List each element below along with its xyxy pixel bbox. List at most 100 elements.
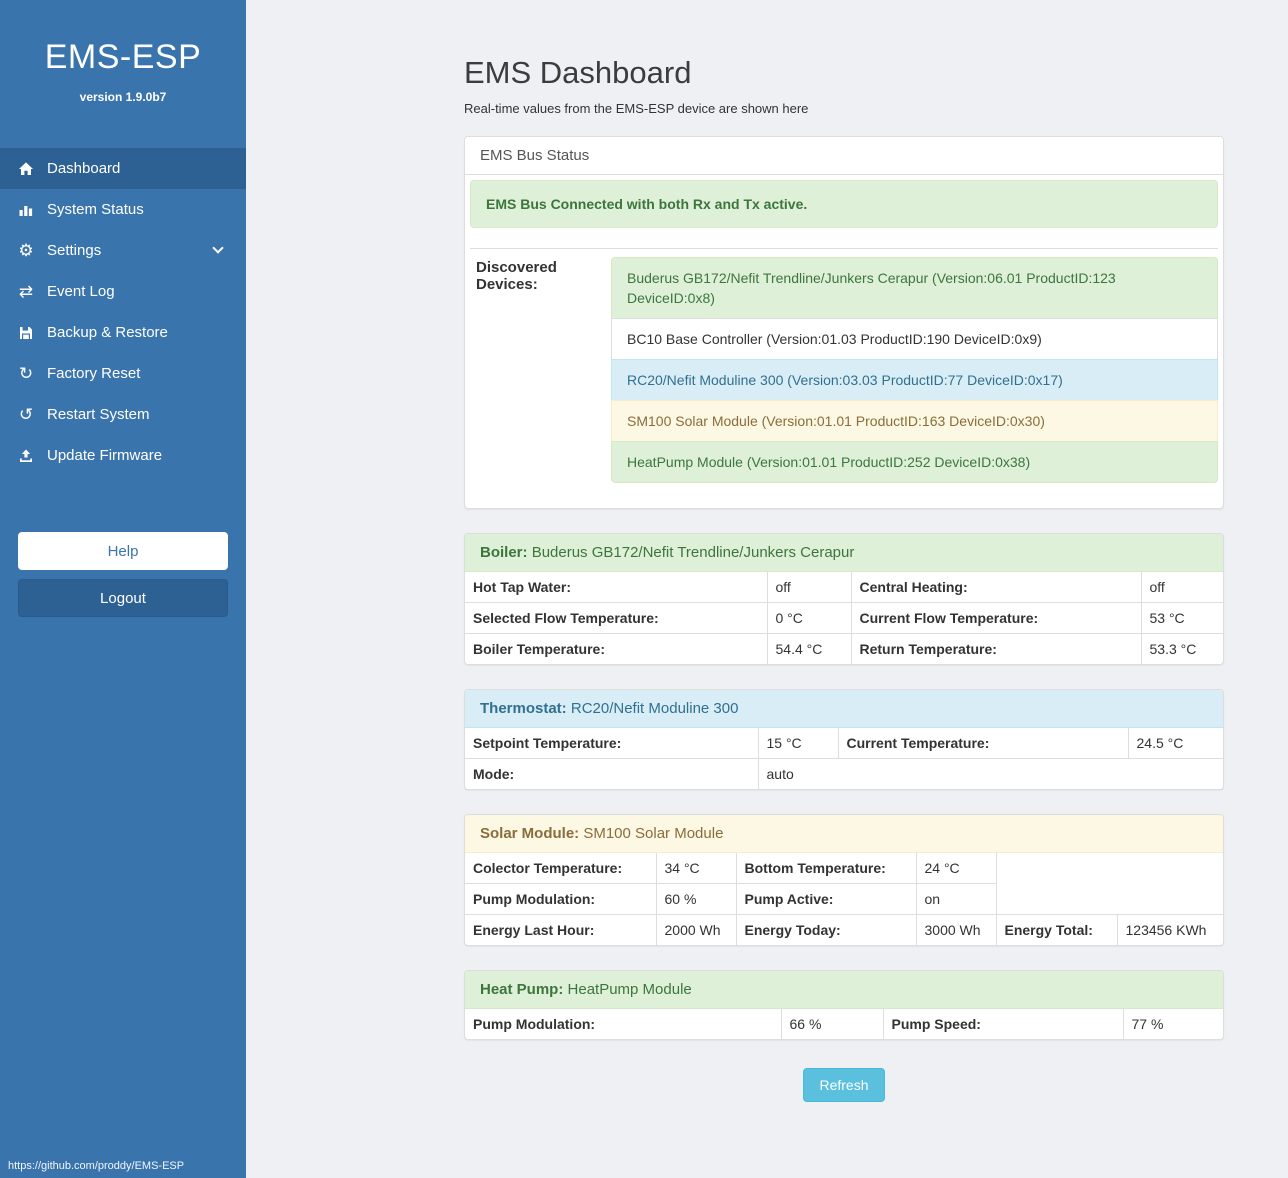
boiler-heading-label: Boiler: <box>480 544 528 561</box>
field-label: Pump Active: <box>735 883 916 915</box>
field-label: Current Flow Temperature: <box>850 602 1141 634</box>
sidebar-item-label: Settings <box>47 242 102 259</box>
field-label: Selected Flow Temperature: <box>465 602 767 634</box>
field-value: 24.5 °C <box>1127 728 1223 759</box>
restart-arrow-icon: ↺ <box>18 405 34 424</box>
sidebar-item-backup-restore[interactable]: Backup & Restore <box>0 312 246 353</box>
empty-cell <box>995 883 1223 915</box>
solar-heading-value: SM100 Solar Module <box>583 825 724 842</box>
heat-pump-table: Pump Modulation: 66 % Pump Speed: 77 % <box>465 1009 1223 1039</box>
sidebar-item-factory-reset[interactable]: ↻ Factory Reset <box>0 353 246 394</box>
solar-table: Colector Temperature: 34 °C Bottom Tempe… <box>465 853 1223 945</box>
boiler-heading: Boiler: Buderus GB172/Nefit Trendline/Ju… <box>465 534 1223 572</box>
field-value: off <box>766 572 851 603</box>
discovered-devices-section: Discovered Devices: Buderus GB172/Nefit … <box>470 248 1218 503</box>
save-icon <box>14 325 38 341</box>
chevron-down-icon <box>212 242 224 254</box>
sidebar-item-dashboard[interactable]: Dashboard <box>0 148 246 189</box>
heat-pump-panel: Heat Pump: HeatPump Module Pump Modulati… <box>464 970 1224 1040</box>
sidebar-nav: Dashboard System Status ⚙ Settings ⇄ Eve… <box>0 148 246 476</box>
field-label: Central Heating: <box>850 572 1141 603</box>
field-value: on <box>915 883 996 915</box>
table-row: Hot Tap Water: off Central Heating: off <box>465 572 1223 603</box>
thermostat-heading-label: Thermostat: <box>480 700 567 717</box>
sidebar-item-system-status[interactable]: System Status <box>0 189 246 230</box>
field-value: off <box>1140 572 1223 603</box>
sidebar-item-label: Backup & Restore <box>47 324 168 341</box>
field-value: 0 °C <box>766 602 851 634</box>
field-value: 123456 KWh <box>1116 914 1223 945</box>
field-value: 3000 Wh <box>915 914 996 945</box>
table-row: Selected Flow Temperature: 0 °C Current … <box>465 602 1223 634</box>
github-url-link[interactable]: https://github.com/proddy/EMS-ESP <box>8 1160 185 1172</box>
sidebar-item-label: Dashboard <box>47 160 121 177</box>
field-label: Energy Today: <box>735 914 916 945</box>
gear-icon: ⚙ <box>18 241 34 260</box>
table-row: Mode: auto <box>465 758 1223 789</box>
sidebar-buttons: Help Logout <box>0 532 246 617</box>
swap-arrows-icon: ⇄ <box>18 282 34 301</box>
sidebar-item-event-log[interactable]: ⇄ Event Log <box>0 271 246 312</box>
field-label: Current Temperature: <box>837 728 1128 759</box>
device-item-boiler: Buderus GB172/Nefit Trendline/Junkers Ce… <box>611 257 1218 319</box>
field-value: 60 % <box>655 883 736 915</box>
boiler-panel: Boiler: Buderus GB172/Nefit Trendline/Ju… <box>464 533 1224 665</box>
field-label: Bottom Temperature: <box>735 853 916 884</box>
device-item-base-controller: BC10 Base Controller (Version:01.03 Prod… <box>611 318 1218 360</box>
app-title: EMS-ESP <box>44 38 202 76</box>
heat-pump-heading-label: Heat Pump: <box>480 981 564 998</box>
field-value: 66 % <box>780 1009 883 1039</box>
field-label: Pump Modulation: <box>465 883 656 915</box>
logout-button[interactable]: Logout <box>18 579 228 617</box>
refresh-button[interactable]: Refresh <box>803 1068 885 1102</box>
field-label: Pump Speed: <box>882 1009 1123 1039</box>
sidebar-item-restart-system[interactable]: ↺ Restart System <box>0 394 246 435</box>
sidebar-item-label: Restart System <box>47 406 150 423</box>
page-subtitle: Real-time values from the EMS-ESP device… <box>464 101 809 116</box>
boiler-table: Hot Tap Water: off Central Heating: off … <box>465 572 1223 664</box>
sidebar-item-label: Factory Reset <box>47 365 141 382</box>
field-label: Setpoint Temperature: <box>473 735 622 751</box>
field-value: 2000 Wh <box>655 914 736 945</box>
empty-cell <box>995 853 1223 884</box>
heat-pump-heading-value: HeatPump Module <box>567 981 692 998</box>
device-item-heatpump: HeatPump Module (Version:01.01 ProductID… <box>611 441 1218 483</box>
ems-bus-status-heading: EMS Bus Status <box>465 137 1223 175</box>
discovered-devices-label: Discovered Devices: <box>476 259 557 293</box>
sidebar-item-label: Update Firmware <box>47 447 163 464</box>
sidebar-item-update-firmware[interactable]: Update Firmware <box>0 435 246 476</box>
field-value: 15 °C <box>757 728 838 759</box>
refresh-row: Refresh <box>464 1068 1224 1102</box>
device-list: Buderus GB172/Nefit Trendline/Junkers Ce… <box>611 249 1218 503</box>
table-row: Pump Modulation: 66 % Pump Speed: 77 % <box>465 1009 1223 1039</box>
table-row: Pump Modulation: 60 % Pump Active: on <box>465 883 1223 915</box>
field-value: 34 °C <box>655 853 736 884</box>
field-label: Mode: <box>465 758 758 789</box>
thermostat-table: Setpoint Temperature: 15 °C Current Temp… <box>465 728 1223 789</box>
sidebar-item-label: Event Log <box>47 283 115 300</box>
field-label: Boiler Temperature: <box>465 633 767 664</box>
thermostat-panel: Thermostat: RC20/Nefit Moduline 300 Setp… <box>464 689 1224 790</box>
bus-connected-alert: EMS Bus Connected with both Rx and Tx ac… <box>470 180 1218 228</box>
help-button[interactable]: Help <box>18 532 228 570</box>
device-item-solar-module: SM100 Solar Module (Version:01.01 Produc… <box>611 400 1218 442</box>
table-row: Energy Last Hour: 2000 Wh Energy Today: … <box>465 914 1223 945</box>
field-value: 54.4 °C <box>766 633 851 664</box>
field-value: 24 °C <box>915 853 996 884</box>
table-row: Boiler Temperature: 54.4 °C Return Tempe… <box>465 633 1223 664</box>
solar-module-panel: Solar Module: SM100 Solar Module Colecto… <box>464 814 1224 946</box>
field-value: 77 % <box>1122 1009 1223 1039</box>
field-value: 53.3 °C <box>1140 633 1223 664</box>
sidebar-item-label: System Status <box>47 201 144 218</box>
ems-bus-status-panel: EMS Bus Status EMS Bus Connected with bo… <box>464 136 1224 509</box>
field-label: Energy Last Hour: <box>465 914 656 945</box>
sidebar-item-settings[interactable]: ⚙ Settings <box>0 230 246 271</box>
heat-pump-heading: Heat Pump: HeatPump Module <box>465 971 1223 1009</box>
field-value: auto <box>757 758 1223 789</box>
table-row: Setpoint Temperature: 15 °C Current Temp… <box>465 728 1223 759</box>
field-value: 53 °C <box>1140 602 1223 634</box>
field-label: Pump Modulation: <box>473 1016 596 1032</box>
field-label: Return Temperature: <box>850 633 1141 664</box>
ems-bus-status-body: EMS Bus Connected with both Rx and Tx ac… <box>465 175 1223 508</box>
home-icon <box>14 161 38 177</box>
